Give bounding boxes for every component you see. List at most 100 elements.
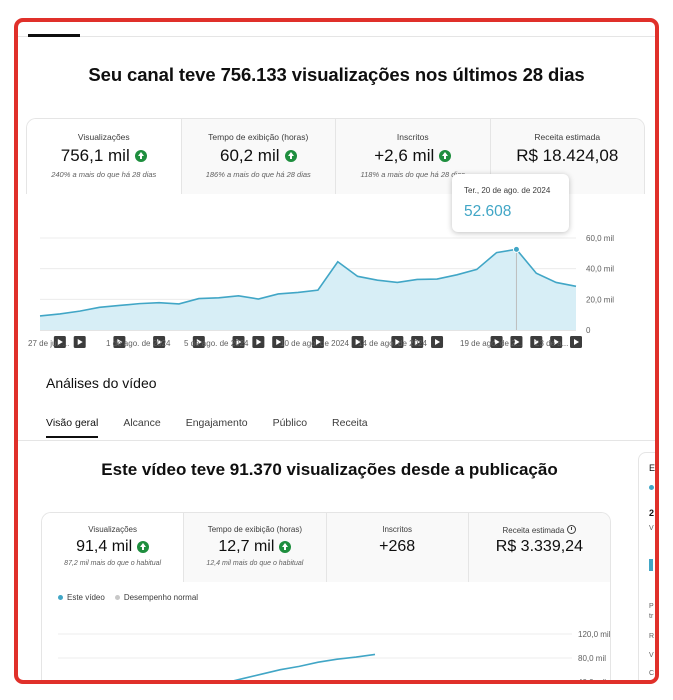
channel-chart-svg: 60,0 mil 40,0 mil 20,0 mil 0 (39, 234, 614, 348)
chart-legend: Este vídeo Desempenho normal (58, 593, 198, 602)
metric-value: 756,1 mil (60, 146, 130, 165)
tooltip-value: 52.608 (464, 203, 512, 220)
metric-value-row: R$ 18.424,08 (491, 146, 645, 166)
video-views-chart[interactable]: Este vídeo Desempenho normal 120,0 mil 80… (41, 582, 611, 680)
video-marker[interactable] (550, 336, 563, 348)
tab-audience[interactable]: Público (272, 417, 308, 429)
legend-label: Desempenho normal (123, 593, 199, 602)
metric-watch-time[interactable]: Tempo de exibição (horas) 60,2 mil 186% … (181, 119, 336, 194)
video-marker[interactable] (272, 336, 285, 348)
video-marker[interactable] (53, 336, 66, 348)
video-marker[interactable] (232, 336, 245, 348)
metric-value: +268 (379, 538, 416, 555)
side-card-text: C (649, 670, 655, 677)
tabs-divider (18, 440, 655, 441)
tab-engagement[interactable]: Engajamento (185, 417, 248, 429)
channel-views-chart[interactable]: 60,0 mil 40,0 mil 20,0 mil 0 (26, 194, 645, 354)
legend-item-normal[interactable]: Desempenho normal (114, 593, 199, 602)
play-icon (117, 339, 123, 345)
metric-value: R$ 18.424,08 (516, 146, 619, 165)
video-marker[interactable] (570, 336, 582, 348)
video-marker[interactable] (113, 336, 126, 348)
play-icon (554, 339, 560, 345)
metric-value-row: 756,1 mil (27, 146, 181, 166)
chart-tooltip: Ter., 20 de ago. de 2024 52.608 (452, 174, 569, 232)
video-marker[interactable] (431, 336, 444, 348)
metric-value: 60,2 mil (219, 146, 280, 165)
video-marker[interactable] (192, 336, 205, 348)
side-card-text: E (649, 463, 656, 473)
play-icon (514, 339, 520, 345)
play-icon (315, 339, 321, 345)
tab-revenue[interactable]: Receita (332, 417, 368, 429)
metric-value-row: +2,6 mil (336, 146, 490, 166)
metric-comparison: 118% a mais do que há 28 dias (360, 170, 466, 179)
series-line-this-video (233, 653, 376, 680)
side-card-text: tr (649, 613, 654, 620)
metric-views[interactable]: Visualizações 756,1 mil 240% a mais do q… (27, 119, 182, 194)
analytics-panel: Seu canal teve 756.133 visualizações nos… (18, 22, 655, 680)
video-marker[interactable] (411, 336, 424, 348)
channel-heading: Seu canal teve 756.133 visualizações nos… (88, 64, 585, 85)
tab-overview[interactable]: Visão geral (46, 417, 99, 439)
trend-up-icon (284, 150, 297, 162)
video-metric-subscribers[interactable]: Inscritos +268 (326, 513, 469, 582)
play-icon (494, 339, 500, 345)
video-marker[interactable] (73, 336, 86, 348)
y-tick-label: 0 (586, 326, 591, 335)
video-tabs: Visão geral Alcance Engajamento Público … (46, 417, 393, 439)
side-card-bar (649, 559, 653, 571)
metric-value: +2,6 mil (374, 146, 435, 165)
metric-label: Visualizações (88, 525, 138, 534)
metric-subscribers[interactable]: Inscritos +2,6 mil 118% a mais do que há… (336, 119, 491, 194)
video-analytics-title: Análises do vídeo (46, 375, 157, 391)
metric-value: 91,4 mil (76, 538, 133, 555)
x-tick-label: 27 de jul. ... (28, 339, 70, 348)
video-metric-views[interactable]: Visualizações 91,4 mil 87,2 mil mais do … (42, 513, 185, 582)
play-icon (415, 339, 421, 345)
x-tick-label: 1 de ago. de 2024 (106, 339, 171, 348)
video-marker[interactable] (391, 336, 404, 348)
trend-up-icon (134, 150, 147, 162)
video-metric-watch-time[interactable]: Tempo de exibição (horas) 12,7 mil 12,4 … (184, 513, 327, 582)
metric-label: Inscritos (396, 132, 429, 142)
side-card-text: R (649, 633, 655, 640)
legend-item-this-video[interactable]: Este vídeo (58, 593, 105, 602)
play-icon (574, 339, 579, 345)
video-metrics: Visualizações 91,4 mil 87,2 mil mais do … (41, 512, 611, 582)
metric-label: Receita estimada (534, 132, 601, 142)
video-metric-revenue[interactable]: Receita estimada R$ 3.339,24 (468, 513, 610, 582)
video-chart-svg: 120,0 mil 80,0 mil 40,0 mil (58, 630, 611, 680)
metric-value-row: R$ 3.339,24 (469, 538, 610, 556)
trend-up-icon (279, 541, 292, 553)
video-marker[interactable] (153, 336, 166, 348)
play-icon (256, 339, 262, 345)
play-icon (236, 339, 242, 345)
data-point (512, 245, 520, 253)
video-marker[interactable] (530, 336, 543, 348)
video-marker[interactable] (252, 336, 265, 348)
y-tick-label: 80,0 mil (578, 654, 606, 663)
video-marker[interactable] (510, 336, 523, 348)
play-icon (435, 339, 441, 345)
x-tick-label: 23 de a... (535, 339, 569, 348)
metric-comparison: 186% a mais do que há 28 dias (205, 170, 311, 179)
tab-reach[interactable]: Alcance (123, 417, 161, 429)
video-marker[interactable] (490, 336, 503, 348)
video-marker[interactable] (311, 336, 324, 348)
metric-label: Visualizações (77, 132, 130, 142)
x-tick-label: 5 de ago. de 2024 (184, 339, 249, 348)
video-marker[interactable] (351, 336, 364, 348)
legend-dot (114, 595, 120, 600)
x-tick-label: 14 de ago. de 2024 (358, 339, 427, 348)
metric-comparison: 240% a mais do que há 28 dias (51, 170, 157, 179)
y-tick-label: 120,0 mil (578, 630, 611, 639)
metric-value-row: +268 (327, 538, 468, 556)
trend-up-icon (439, 150, 452, 162)
metric-value-row: 60,2 mil (182, 146, 336, 166)
clock-icon[interactable] (567, 525, 577, 534)
metric-label-row: Receita estimada (469, 525, 610, 535)
play-icon (395, 339, 401, 345)
play-icon (355, 339, 361, 345)
side-card[interactable]: E 2 V P tr R V C (638, 452, 656, 680)
